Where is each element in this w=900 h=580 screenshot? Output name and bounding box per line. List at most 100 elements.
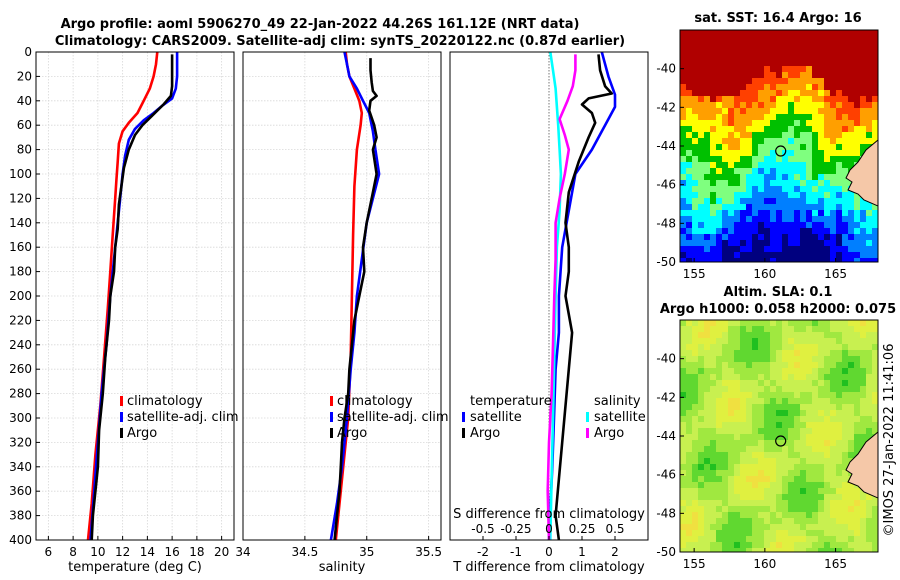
map-cell	[848, 506, 855, 513]
map-cell	[770, 374, 777, 381]
map-cell	[746, 114, 753, 121]
map-cell	[824, 434, 831, 441]
map-cell	[692, 338, 699, 345]
map-cell	[866, 54, 873, 61]
map-cell	[740, 198, 747, 205]
map-cell	[734, 356, 741, 363]
map-cell	[806, 482, 813, 489]
map-cell	[764, 530, 771, 537]
map-cell	[788, 204, 795, 211]
map-cell	[776, 126, 783, 133]
map-cell	[752, 180, 759, 187]
map-cell	[800, 240, 807, 247]
map-cell	[734, 488, 741, 495]
map-cell	[812, 102, 819, 109]
map-cell	[854, 368, 861, 375]
map-cell	[788, 120, 795, 127]
map-cell	[680, 108, 687, 115]
map-cell	[746, 30, 753, 37]
map-cell	[782, 338, 789, 345]
map-cell	[794, 252, 801, 259]
map-cell	[698, 90, 705, 97]
map-cell	[746, 144, 753, 151]
map-cell	[866, 518, 873, 525]
map-cell	[716, 338, 723, 345]
map-cell	[806, 54, 813, 61]
map-cell	[746, 398, 753, 405]
map-cell	[776, 108, 783, 115]
map-cell	[686, 386, 693, 393]
map-cell	[776, 410, 783, 417]
map-cell	[854, 530, 861, 537]
map-cell	[728, 114, 735, 121]
map-cell	[812, 386, 819, 393]
legend-argo-swatch	[120, 428, 123, 438]
map-cell	[794, 144, 801, 151]
map-cell	[806, 102, 813, 109]
map-cell	[734, 174, 741, 181]
map-cell	[764, 362, 771, 369]
map-cell	[710, 506, 717, 513]
map-cell	[686, 42, 693, 49]
map-cell	[818, 114, 825, 121]
map-cell	[758, 434, 765, 441]
map-cell	[800, 126, 807, 133]
map-cell	[866, 380, 873, 387]
map-cell	[788, 234, 795, 241]
map-cell	[752, 446, 759, 453]
map-cell	[800, 452, 807, 459]
map-cell	[812, 410, 819, 417]
map-cell	[728, 410, 735, 417]
map-cell	[704, 90, 711, 97]
map-cell	[740, 404, 747, 411]
map-cell	[860, 198, 867, 205]
map-cell	[872, 386, 878, 393]
map-cell	[680, 240, 687, 247]
map-cell	[698, 126, 705, 133]
map-cell	[728, 494, 735, 501]
map-cell	[776, 350, 783, 357]
map-cell	[764, 108, 771, 115]
map-cell	[806, 356, 813, 363]
map-cell	[782, 258, 789, 262]
map-cell	[710, 174, 717, 181]
map-cell	[692, 374, 699, 381]
map-cell	[692, 84, 699, 91]
map-cell	[692, 416, 699, 423]
map-cell	[854, 332, 861, 339]
map-cell	[764, 120, 771, 127]
map-cell	[698, 36, 705, 43]
map-cell	[704, 258, 711, 262]
map-cell	[788, 132, 795, 139]
map-cell	[788, 434, 795, 441]
map-cell	[734, 404, 741, 411]
map-cell	[746, 48, 753, 55]
map-cell	[680, 404, 687, 411]
map-cell	[824, 180, 831, 187]
map-cell	[836, 398, 843, 405]
map-cell	[866, 536, 873, 543]
map-cell	[782, 350, 789, 357]
map-cell	[704, 162, 711, 169]
map-cell	[752, 434, 759, 441]
map-cell	[836, 344, 843, 351]
map-cell	[698, 216, 705, 223]
map-cell	[740, 48, 747, 55]
map-cell	[740, 416, 747, 423]
map-cell	[734, 452, 741, 459]
map-cell	[734, 344, 741, 351]
map-cell	[686, 156, 693, 163]
map-cell	[704, 216, 711, 223]
map-cell	[770, 252, 777, 259]
map-cell	[752, 78, 759, 85]
map-cell	[698, 416, 705, 423]
map-cell	[686, 398, 693, 405]
map-cell	[854, 138, 861, 145]
map-cell	[740, 374, 747, 381]
map-cell	[800, 168, 807, 175]
map-cell	[728, 156, 735, 163]
map-cell	[788, 90, 795, 97]
map-cell	[812, 162, 819, 169]
map-cell	[818, 78, 825, 85]
map-cell	[872, 114, 878, 121]
